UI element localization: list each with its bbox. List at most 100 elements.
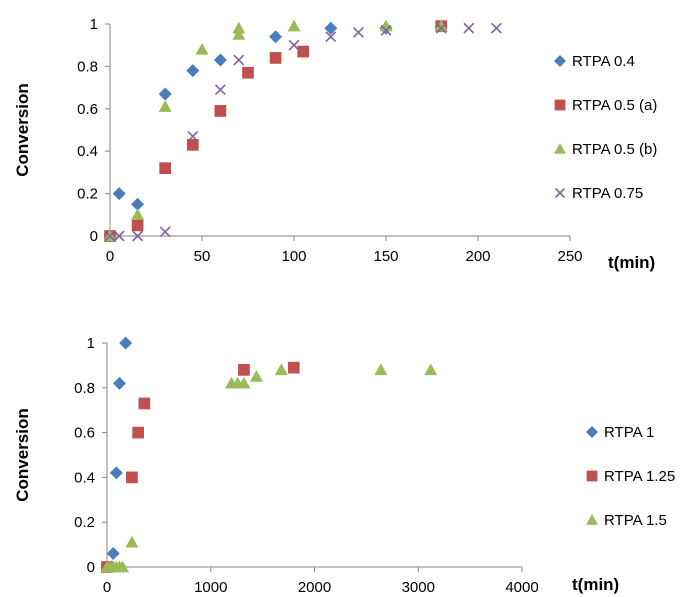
data-point [288,39,300,51]
data-point [131,208,145,220]
legend-item-rtpa-1-25: RTPA 1.25 [586,468,675,485]
legend-label: RTPA 0.4 [572,53,635,70]
data-point [434,19,448,32]
y-axis-label: Conversion [13,408,32,502]
legend-marker [554,55,566,67]
data-point [232,21,246,34]
data-point [106,547,120,561]
x-tick-label: 1000 [194,579,227,596]
y-tick-label: 1 [87,335,95,352]
series-rtpa-1-5 [100,363,438,573]
data-point [435,22,447,34]
legend-item-rtpa-0-4: RTPA 0.4 [554,53,635,70]
data-point [352,27,364,38]
y-tick-label: 0 [90,228,98,245]
x-tick-label: 200 [465,248,490,265]
legend-item-rtpa-1: RTPA 1 [586,424,654,441]
legend-marker [586,514,598,525]
data-point [214,84,226,96]
legend-item-rtpa-0-5-b: RTPA 0.5 (b) [554,141,657,158]
data-point [325,31,337,43]
legend-item-rtpa-1-5: RTPA 1.5 [586,512,667,529]
legend-marker [586,470,598,482]
x-tick-label: 250 [557,248,582,265]
y-tick-label: 0.4 [74,469,95,486]
data-point [242,66,254,79]
data-point [112,187,126,201]
legend: RTPA 0.4 RTPA 0.5 (a) RTPA 0.5 (b) RTPA 0.7… [554,53,657,202]
data-point [287,19,301,32]
legend-item-rtpa-0-5-a: RTPA 0.5 (a) [554,97,657,114]
x-tick-label: 100 [281,248,306,265]
data-point [374,363,388,376]
y-tick-label: 0.6 [74,425,95,442]
data-point [237,376,251,389]
x-tick-label: 150 [373,248,398,265]
data-point [287,361,300,374]
legend-marker [586,426,598,438]
data-point [269,30,283,44]
data-point [233,54,245,66]
x-tick-label: 0 [103,579,111,596]
x-axis-label: t(min) [608,253,655,272]
data-point [112,376,126,390]
data-point [424,363,438,376]
legend: RTPA 1 RTPA 1.25 RTPA 1.5 [586,424,675,529]
y-tick-label: 0.2 [77,186,98,203]
data-point [158,87,172,101]
series-rtpa-1 [100,336,133,574]
data-point [104,230,116,242]
data-point [132,230,144,242]
data-point [125,535,139,548]
data-point [116,560,130,573]
legend-label: RTPA 0.5 (b) [572,141,657,158]
data-point [379,19,393,32]
data-point [119,336,133,350]
y-tick-label: 0.8 [77,58,98,75]
x-axis-label: t(min) [572,575,619,594]
y-tick-label: 0.8 [74,380,95,397]
data-point [463,22,475,34]
data-point [380,24,392,36]
data-point [113,230,125,242]
legend-label: RTPA 0.75 [572,185,643,202]
legend-label: RTPA 1.5 [604,512,667,529]
series-rtpa-0-75 [104,22,502,242]
data-point [490,22,502,34]
legend-marker [554,99,566,111]
y-tick-label: 1 [90,16,98,33]
data-point [274,363,288,376]
data-point [109,466,123,480]
data-point [159,162,172,175]
legend-label: RTPA 1.25 [604,468,675,485]
x-tick-label: 4000 [505,579,538,596]
data-point [126,471,138,484]
y-tick-label: 0 [87,559,95,576]
chart-rtpa-low: 0 50 100 150 200 250 0 0.2 0.4 0.6 0.8 1 Conversion t… [13,16,657,272]
data-point [249,370,263,382]
data-point [158,100,172,112]
x-tick-label: 2000 [298,579,331,596]
data-point [195,42,209,55]
data-point [269,52,282,64]
y-axis-label: Conversion [13,83,32,177]
legend-item-rtpa-0-75: RTPA 0.75 [554,185,643,202]
legend-marker [554,187,566,199]
series-rtpa-0-5-a [104,20,448,242]
legend-marker [554,143,566,154]
x-tick-label: 3000 [402,579,435,596]
data-point [214,105,227,117]
data-point [213,53,227,67]
y-tick-label: 0.6 [77,101,98,118]
data-point [159,226,171,238]
x-tick-label: 50 [194,248,211,265]
data-point [297,45,310,58]
data-point [232,28,246,40]
data-point [324,21,338,35]
legend-label: RTPA 0.5 (a) [572,97,657,114]
data-point [131,219,144,232]
legend-label: RTPA 1 [604,424,654,441]
data-point [131,197,145,211]
x-tick-label: 0 [106,248,114,265]
